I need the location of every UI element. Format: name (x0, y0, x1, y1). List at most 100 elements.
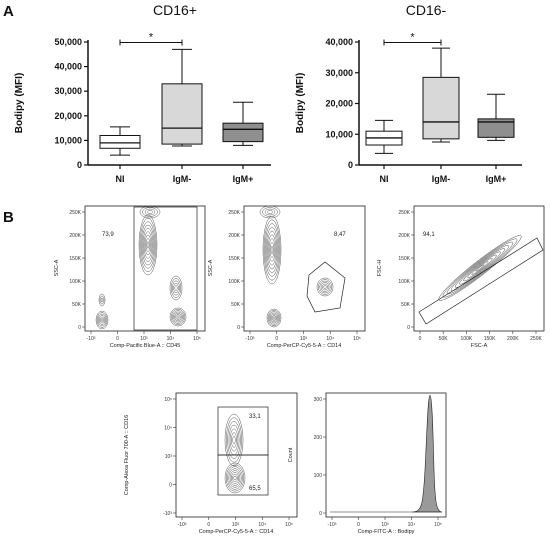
plot-frame (84, 205, 206, 332)
x-axis-label: FSC-A (471, 343, 488, 349)
x-axis-label: Comp-PerCP-Cy5-5-A :: CD14 (199, 529, 274, 535)
y-axis-label: Bodipy (MFI) (14, 73, 25, 134)
x-axis-label: Comp-Pacific Blue-A :: CD45 (110, 343, 181, 349)
box-IgM- (422, 76, 460, 140)
plot-frame (175, 392, 298, 518)
x-axis-label: Comp-PerCP-Cy5-5-A :: CD14 (267, 343, 342, 349)
population-contour (231, 432, 237, 448)
y-axis-label: SSC-A (54, 259, 60, 276)
population-contour (225, 464, 245, 492)
x-tick-label: 0 (357, 522, 360, 528)
y-tick-label: 20,000 (54, 111, 82, 121)
population-contour (267, 310, 281, 326)
y-tick-label: 10,000 (325, 129, 353, 139)
population-contour (97, 313, 107, 327)
y-tick-label: 50K (72, 302, 82, 308)
population-contour (323, 285, 327, 289)
population-contour (318, 279, 332, 295)
population-contour (475, 264, 485, 272)
y-tick-label: 50K (401, 302, 411, 308)
x-tick-label: 10⁴ (408, 522, 416, 528)
population-contour (455, 248, 505, 288)
y-tick-label: 250K (228, 210, 240, 216)
x-tick-label: 10³ (381, 522, 389, 528)
population-contour (228, 424, 240, 456)
y-tick-label: 40,000 (54, 62, 82, 72)
population-contour (99, 295, 105, 305)
x-tick-label: 0 (275, 336, 278, 342)
gate (133, 206, 198, 331)
y-tick-label: 300 (314, 397, 323, 403)
gate (306, 261, 346, 313)
x-tick-label: 0 (419, 336, 422, 342)
population-contour (170, 278, 182, 298)
y-tick-label: 150K (69, 256, 81, 262)
population-contour (272, 316, 276, 320)
y-tick-label: 10⁴ (164, 426, 172, 432)
y-tick-label: 100K (228, 279, 240, 285)
population-contour (146, 241, 150, 249)
category-label: IgM+ (233, 174, 254, 184)
x-axis-label: Comp-FITC-A :: Bodipy (358, 529, 415, 535)
y-tick-label: 200K (69, 233, 81, 239)
population-contour (174, 285, 178, 291)
x-tick-label: 10⁵ (353, 336, 361, 342)
panel-a-label: A (3, 3, 14, 20)
y-tick-label: 0 (78, 325, 81, 331)
population-contour (229, 428, 239, 452)
population-contour (173, 311, 183, 323)
y-axis-label: Bodipy (MFI) (295, 73, 306, 134)
y-tick-label: 250K (69, 210, 81, 216)
plot-frame (325, 392, 447, 518)
population-contour (169, 307, 187, 327)
box-IgM- (161, 83, 203, 145)
population-contour (265, 227, 279, 273)
population-contour (98, 293, 106, 307)
population-contour (175, 314, 181, 320)
gate-percentage-bottom: 65,5 (249, 486, 261, 492)
y-axis-label: Comp-Alexa Fluor 700-A :: CD16 (124, 415, 130, 495)
gate-percentage: 94,1 (423, 232, 435, 238)
y-tick-label: 100K (69, 279, 81, 285)
population-contour (144, 234, 152, 256)
population-contour (269, 312, 279, 324)
population-contour (269, 242, 275, 258)
x-tick-label: 50K (439, 336, 449, 342)
x-tick-label: -10³ (87, 336, 96, 342)
chart-title: CD16+ (153, 2, 197, 18)
histogram-peak (411, 394, 443, 513)
population-contour (176, 315, 180, 319)
population-contour (226, 417, 242, 463)
y-tick-label: -10³ (163, 511, 172, 517)
y-axis-label: FSC-H (377, 260, 383, 277)
y-tick-label: 200K (228, 233, 240, 239)
population-contour (172, 310, 184, 324)
population-contour (467, 258, 493, 278)
population-contour (100, 318, 104, 322)
y-tick-label: 0 (237, 325, 240, 331)
significance-label: * (149, 32, 154, 44)
plot-frame (413, 205, 545, 332)
x-tick-label: 10⁵ (193, 336, 201, 342)
flow-plot-fsc: 94,1 FSC-A FSC-H 0 50K 100K 150K 200K 250K 0 50… (377, 205, 545, 349)
population-contour (264, 208, 276, 216)
population-contour (263, 219, 281, 281)
population-contour (138, 214, 158, 276)
x-tick-label: 10⁴ (326, 336, 334, 342)
population-contour (319, 280, 331, 294)
flow-plot-cd14-cd16: 33,1 65,5 Comp-PerCP-Cy5-5-A :: CD14 Com… (124, 392, 298, 535)
population-contour (224, 413, 244, 467)
y-tick-label: 30,000 (325, 68, 353, 78)
y-tick-label: 0 (348, 160, 353, 170)
category-label: IgM- (432, 174, 451, 184)
population-contour (259, 205, 281, 219)
y-tick-label: 40,000 (325, 37, 353, 47)
population-contour (145, 238, 151, 252)
boxplot-cd16-neg: CD16- Bodipy (MFI) 0 10,000 20,000 30,000 40… (295, 2, 522, 184)
population-contour (270, 313, 278, 323)
significance-label: * (410, 32, 415, 44)
x-tick-label: 10³ (140, 336, 148, 342)
population-contour (174, 312, 182, 322)
gate (418, 237, 544, 325)
